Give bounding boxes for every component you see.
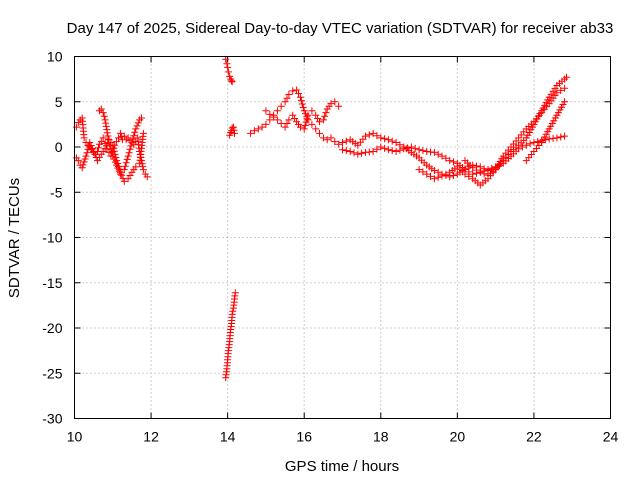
series-markers xyxy=(262,98,343,133)
y-tick-label: -10 xyxy=(42,230,62,246)
y-axis-label: SDTVAR / TECUs xyxy=(6,178,23,298)
y-tick-labels: -30 -25 -20 -15 -10 -5 0 5 10 xyxy=(42,49,62,427)
x-tick-label: 24 xyxy=(603,429,619,445)
y-tick-label: -5 xyxy=(50,184,63,200)
series-sat-f xyxy=(222,289,239,382)
chart-title: Day 147 of 2025, Sidereal Day-to-day VTE… xyxy=(67,20,614,37)
data-points xyxy=(72,55,570,382)
x-tick-label: 16 xyxy=(296,429,312,445)
y-tick-label: 5 xyxy=(55,94,63,110)
series-sat-c xyxy=(95,105,145,178)
series-sat-a xyxy=(72,114,151,181)
x-axis-label: GPS time / hours xyxy=(285,458,399,475)
plot-frame xyxy=(74,56,611,419)
x-tick-label: 20 xyxy=(450,429,466,445)
x-tick-label: 18 xyxy=(373,429,389,445)
series-sat-d xyxy=(222,55,236,86)
y-tick-label: 0 xyxy=(55,139,63,155)
y-tick-label: -25 xyxy=(42,365,62,381)
x-tick-label: 10 xyxy=(67,429,83,445)
series-markers xyxy=(222,289,239,382)
series-markers xyxy=(226,123,238,139)
series-markers xyxy=(95,105,145,178)
y-tick-label: -20 xyxy=(42,320,62,336)
x-tick-label: 22 xyxy=(526,429,542,445)
grid xyxy=(74,56,611,419)
y-tick-label: -30 xyxy=(42,411,62,427)
x-tick-labels: 10 12 14 16 18 20 22 24 xyxy=(67,429,619,445)
y-tick-label: -15 xyxy=(42,275,62,291)
series-sat-h xyxy=(262,98,343,133)
series-markers xyxy=(522,98,569,165)
y-tick-label: 10 xyxy=(47,49,63,65)
series-sat-l xyxy=(461,73,570,179)
x-tick-label: 14 xyxy=(220,429,236,445)
series-markers xyxy=(461,73,570,179)
series-markers xyxy=(222,55,236,86)
series-sat-m xyxy=(522,98,569,165)
series-sat-e xyxy=(226,123,238,139)
x-tick-label: 12 xyxy=(143,429,159,445)
series-markers xyxy=(72,114,151,181)
